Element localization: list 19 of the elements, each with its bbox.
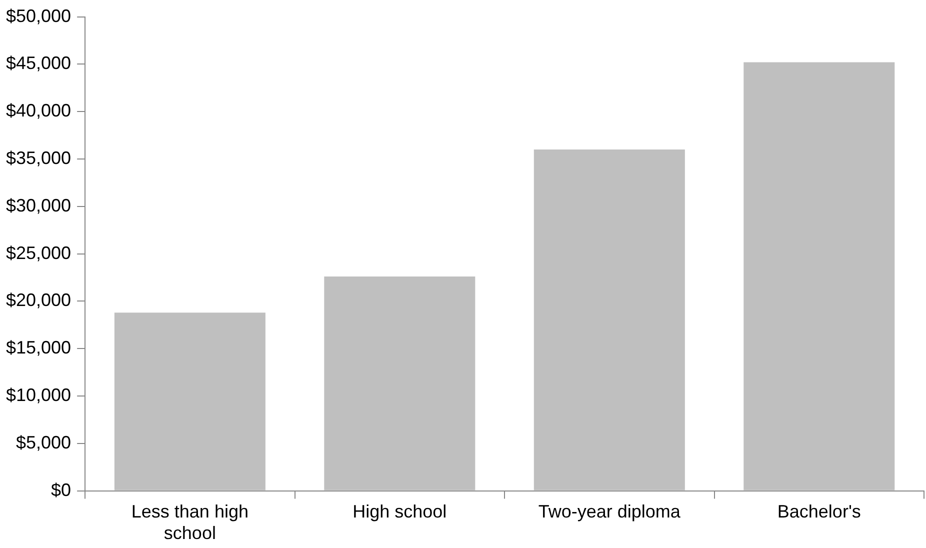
y-tick-label: $10,000: [6, 384, 72, 405]
y-tick-label: $0: [51, 480, 72, 500]
y-tick-label: $20,000: [6, 290, 72, 310]
x-tick-label: Two-year diploma: [538, 502, 682, 522]
bar: [324, 276, 476, 490]
y-tick-label: $45,000: [6, 53, 72, 74]
bar: [744, 62, 895, 490]
x-tick-label: Bachelor's: [777, 502, 861, 522]
y-tick-label: $35,000: [6, 148, 72, 168]
x-tick-label: High school: [352, 502, 447, 522]
y-tick-label: $25,000: [6, 242, 72, 263]
y-tick-label: $50,000: [6, 6, 72, 26]
bar: [534, 150, 685, 490]
y-tick-label: $30,000: [6, 195, 72, 216]
x-tick-label: Less than high school: [131, 502, 248, 544]
y-tick-label: $40,000: [6, 100, 72, 121]
bar: [114, 312, 266, 490]
y-tick-label: $5,000: [16, 432, 72, 452]
y-tick-label: $15,000: [6, 338, 72, 358]
